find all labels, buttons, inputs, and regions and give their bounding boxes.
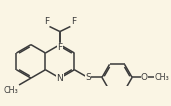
Text: N: N [57, 74, 63, 83]
Text: O: O [141, 73, 148, 82]
Text: CH₃: CH₃ [3, 86, 18, 95]
Text: F: F [44, 17, 49, 26]
Text: S: S [85, 73, 91, 82]
Text: F: F [71, 17, 76, 26]
Text: CH₃: CH₃ [155, 73, 169, 82]
Text: F: F [57, 43, 62, 52]
